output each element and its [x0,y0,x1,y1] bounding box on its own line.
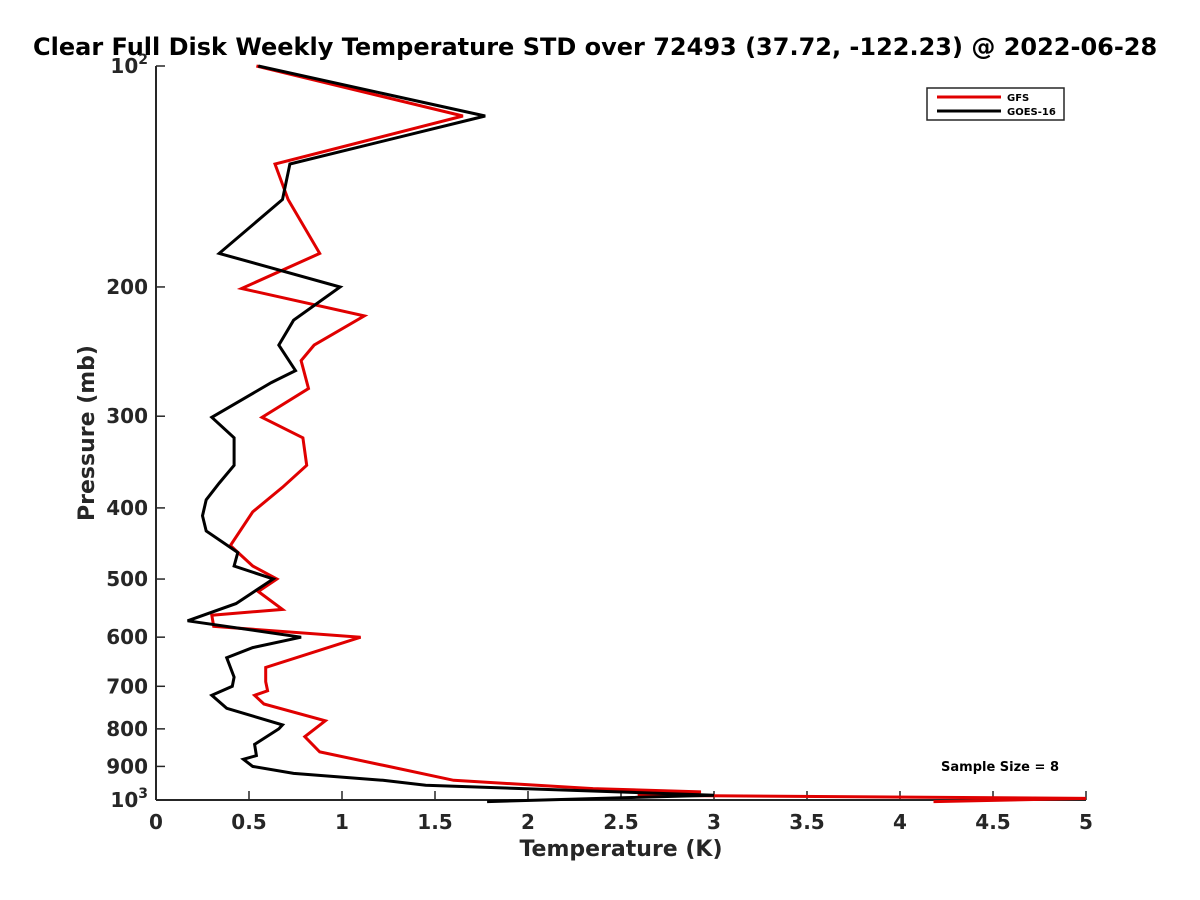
y-tick-label: 500 [106,567,148,591]
x-tick-label: 0.5 [231,810,266,834]
y-tick-label: 800 [106,717,148,741]
y-tick-label: 200 [106,275,148,299]
legend: GFS GOES-16 [926,87,1065,121]
y-tick-label: 400 [106,496,148,520]
x-tick-label: 1.5 [417,810,452,834]
legend-label: GOES-16 [1007,107,1056,118]
x-tick-label: 0 [149,810,163,834]
x-tick-label: 1 [335,810,349,834]
sample-size-annotation: Sample Size = 8 [941,760,1059,775]
x-tick-label: 3.5 [789,810,824,834]
chart-title: Clear Full Disk Weekly Temperature STD o… [33,33,1157,61]
legend-label: GFS [1007,93,1029,104]
legend-box [926,87,1065,121]
x-axis-ticks: 0 0.5 1 1.5 2 2.5 3 3.5 4 4.5 5 [149,791,1093,834]
series-layer [187,64,1087,804]
y-axis-ticks: 102 200 300 400 500 600 700 800 900 103 [106,52,165,812]
y-tick-label: 300 [106,404,148,428]
x-tick-label: 4.5 [975,810,1010,834]
x-tick-label: 2.5 [603,810,638,834]
y-tick-label: 102 [110,52,148,78]
y-tick-label: 900 [106,754,148,778]
y-tick-label: 103 [110,786,148,812]
x-tick-label: 5 [1079,810,1093,834]
x-axis-label: Temperature (K) [519,837,722,862]
series-line-gfs [210,64,1087,804]
x-tick-label: 2 [521,810,535,834]
y-tick-label: 700 [106,674,148,698]
y-axis-label: Pressure (mb) [75,345,100,521]
x-tick-label: 3 [707,810,721,834]
y-tick-label: 600 [106,625,148,649]
series-line-goes-16 [187,64,715,804]
x-tick-label: 4 [893,810,907,834]
